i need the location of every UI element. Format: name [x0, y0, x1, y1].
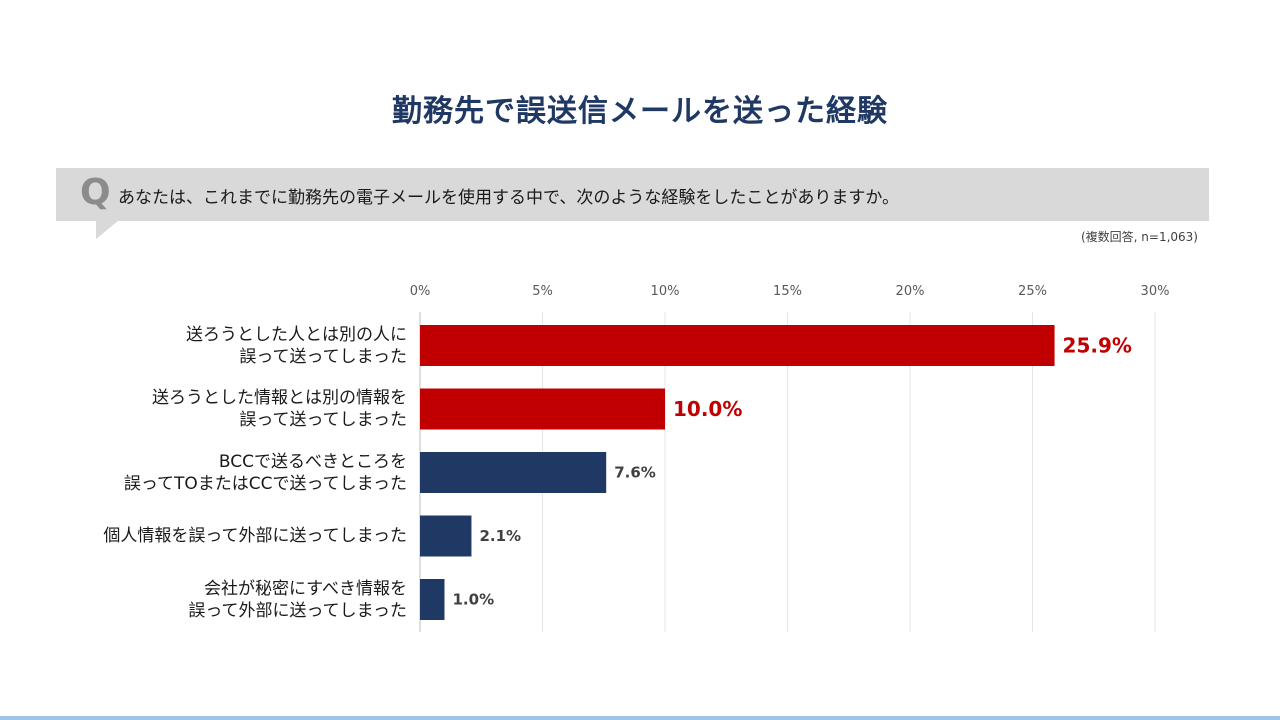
- category-label-line: 送ろうとした人とは別の人に: [186, 324, 407, 345]
- question-box: [56, 168, 1209, 221]
- category-label-line: 誤って送ってしまった: [239, 410, 407, 430]
- chart-title: 勤務先で誤送信メールを送った経験: [392, 94, 888, 129]
- category-label: 会社が秘密にすべき情報を 誤って外部に送ってしまった: [7, 578, 407, 622]
- bar-value-label: 2.1%: [479, 527, 521, 545]
- category-label: BCCで送るべきところを 誤ってTOまたはCCで送ってしまった: [7, 451, 407, 495]
- x-tick-label: 25%: [1018, 284, 1047, 299]
- category-label: 個人情報を誤って外部に送ってしまった: [7, 525, 407, 547]
- category-label: 送ろうとした人とは別の人に 誤って送ってしまった: [7, 324, 407, 368]
- sample-note: (複数回答, n=1,063): [1080, 230, 1198, 244]
- x-tick-label: 5%: [532, 284, 553, 299]
- category-label-line: 会社が秘密にすべき情報を: [204, 578, 407, 599]
- x-tick-label: 10%: [651, 284, 680, 299]
- x-tick-label: 15%: [773, 284, 802, 299]
- category-label-line: 個人情報を誤って外部に送ってしまった: [103, 526, 407, 546]
- bottom-rule: [0, 716, 1280, 720]
- question-box-tail: [96, 221, 118, 239]
- bar-value-label: 1.0%: [453, 591, 495, 609]
- bar: [420, 388, 665, 430]
- x-tick-label: 30%: [1141, 284, 1170, 299]
- category-label-line: 誤って外部に送ってしまった: [188, 600, 407, 621]
- x-tick-label: 0%: [410, 284, 431, 299]
- bar: [420, 325, 1055, 366]
- bar: [420, 452, 607, 493]
- category-label-line: 誤って送ってしまった: [239, 346, 407, 367]
- category-label-line: 送ろうとした情報とは別の情報を: [152, 388, 407, 408]
- x-tick-label: 20%: [896, 284, 925, 299]
- category-label-line: BCCで送るべきところを: [218, 451, 407, 472]
- question-text: あなたは、これまでに勤務先の電子メールを使用する中で、次のような経験をしたことが…: [118, 188, 899, 208]
- category-label: 送ろうとした情報とは別の情報を 誤って送ってしまった: [7, 387, 407, 431]
- category-label-line: 誤ってTOまたはCCで送ってしまった: [123, 473, 407, 494]
- bar: [420, 515, 472, 557]
- bar-value-label: 25.9%: [1063, 334, 1132, 358]
- bar: [420, 579, 445, 620]
- bar-value-label: 10.0%: [673, 397, 742, 421]
- question-label: Q: [80, 172, 111, 213]
- bar-value-label: 7.6%: [614, 464, 656, 482]
